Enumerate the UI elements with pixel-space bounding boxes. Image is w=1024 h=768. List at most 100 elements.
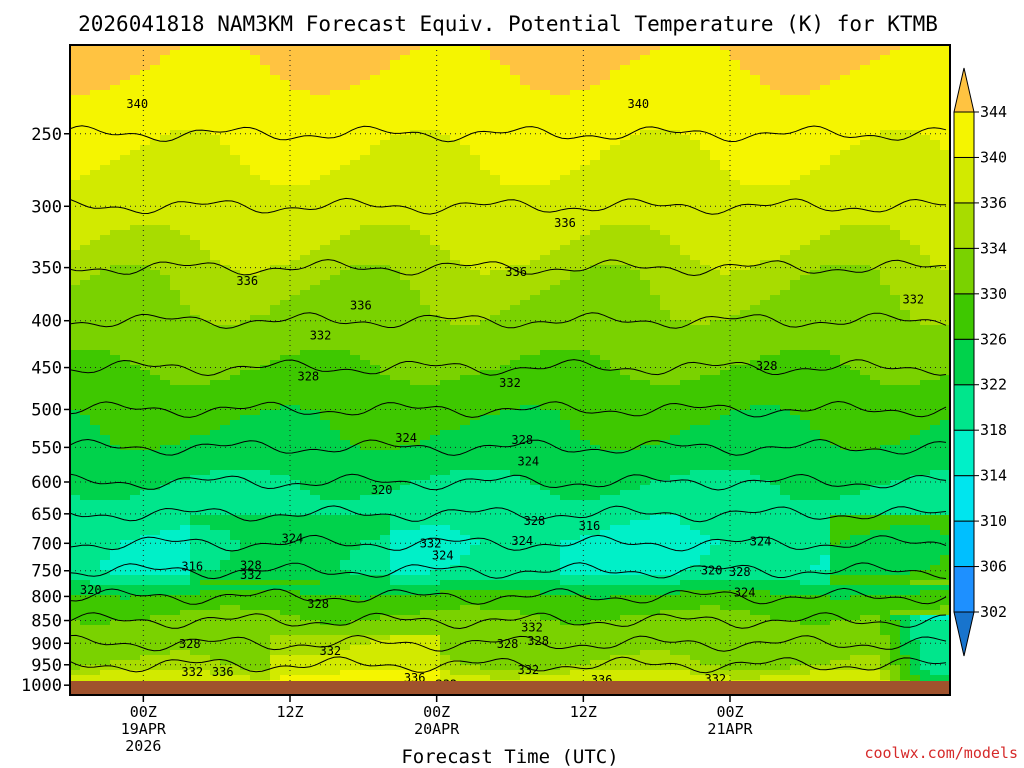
- colorbar-segment: [953, 429, 975, 477]
- y-tick-label: 650: [31, 505, 62, 525]
- colorbar-label: 314: [980, 467, 1007, 485]
- colorbar-segment: [953, 338, 975, 386]
- contour-label: 332: [420, 536, 442, 550]
- contour-label: 324: [282, 532, 304, 546]
- contour-label: 328: [297, 369, 319, 383]
- colorbar-segment: [953, 566, 975, 613]
- colorbar-under-arrow: [953, 611, 975, 657]
- contour-label: 328: [307, 597, 329, 611]
- colorbar-label: 330: [980, 285, 1007, 303]
- contour-label: 336: [505, 265, 527, 279]
- plot-frame: [69, 44, 951, 696]
- contour-label: 324: [511, 534, 533, 548]
- colorbar-segment: [953, 475, 975, 522]
- contour-line: [70, 312, 947, 329]
- contour-label: 316: [181, 559, 203, 573]
- y-tick-label: 550: [31, 438, 62, 458]
- contour-label: 328: [497, 637, 519, 651]
- contour-label: 332: [310, 328, 332, 342]
- contour-line: [70, 197, 946, 215]
- y-tick-label: 450: [31, 359, 62, 379]
- colorbar-label: 302: [980, 603, 1007, 621]
- y-tick-label: 700: [31, 534, 62, 554]
- contour-line: [70, 125, 947, 143]
- colorbar-label: 322: [980, 376, 1007, 394]
- contour-line: [70, 400, 947, 418]
- x-tick-label: 00Z: [130, 703, 157, 721]
- x-tick-label: 00Z: [423, 703, 450, 721]
- x-tick-label: 12Z: [570, 703, 597, 721]
- y-axis: 2503003504004505005506006507007508008509…: [21, 125, 70, 696]
- y-tick-label: 300: [31, 197, 62, 217]
- contour-label: 336: [350, 299, 372, 313]
- contour-line: [70, 612, 947, 630]
- colorbar-segment: [953, 202, 975, 249]
- colorbar-label: 318: [980, 421, 1007, 439]
- x-tick-label: 12Z: [276, 703, 303, 721]
- y-tick-label: 950: [31, 656, 62, 676]
- y-tick-label: 850: [31, 612, 62, 632]
- credit-link[interactable]: coolwx.com/models: [864, 744, 1018, 762]
- ground-surface: [70, 681, 950, 695]
- contour-label: 340: [627, 97, 649, 111]
- x-tick-label: 2026: [125, 737, 161, 755]
- contour-label: 336: [554, 216, 576, 230]
- colorbar-over-arrow: [953, 67, 975, 113]
- x-tick-label: 21APR: [707, 720, 753, 738]
- contour-line: [70, 259, 946, 277]
- colorbar-label: 310: [980, 512, 1007, 530]
- colorbar-label: 340: [980, 148, 1007, 166]
- contour-label: 320: [371, 483, 393, 497]
- colorbar-label: 326: [980, 330, 1007, 348]
- contour-label: 328: [524, 514, 546, 528]
- contour-line: [70, 534, 947, 552]
- contour-label: 332: [181, 665, 203, 679]
- chart-title: 2026041818 NAM3KM Forecast Equiv. Potent…: [78, 12, 938, 36]
- contour-label: 328: [179, 637, 201, 651]
- contour-label: 332: [499, 376, 521, 390]
- contour-line: [70, 656, 947, 674]
- x-tick-label: 00Z: [716, 703, 743, 721]
- y-tick-label: 400: [31, 312, 62, 332]
- contour-label: 324: [432, 549, 454, 563]
- contour-label: 332: [521, 620, 543, 634]
- contour-lines: [70, 125, 947, 674]
- contour-label: 336: [236, 274, 258, 288]
- contour-line: [70, 359, 947, 377]
- y-tick-label: 800: [31, 587, 62, 607]
- colorbar-segment: [953, 384, 975, 431]
- x-axis-label: Forecast Time (UTC): [401, 746, 618, 768]
- contour-label: 328: [729, 565, 751, 579]
- contour-label: 324: [750, 535, 772, 549]
- y-tick-label: 250: [31, 125, 62, 145]
- y-tick-label: 500: [31, 400, 62, 420]
- contour-line: [70, 438, 947, 456]
- contour-label: 324: [395, 431, 417, 445]
- colorbar: 302 306 310 314 318 322 326 330 334 336 340 344: [953, 67, 1007, 657]
- contour-label: 328: [511, 433, 533, 447]
- y-tick-label: 350: [31, 259, 62, 279]
- contour-label: 340: [126, 97, 148, 111]
- contour-label: 324: [517, 455, 539, 469]
- colorbar-label: 336: [980, 194, 1007, 212]
- y-tick-label: 750: [31, 562, 62, 582]
- colorbar-label: 306: [980, 558, 1007, 576]
- contour-label: 320: [80, 583, 102, 597]
- y-tick-label: 600: [31, 473, 62, 493]
- y-tick-label: 1000: [21, 676, 62, 696]
- contour-label: 332: [517, 663, 539, 677]
- y-tick-label: 900: [31, 634, 62, 654]
- colorbar-segment: [953, 247, 975, 295]
- contour-label: 328: [240, 558, 262, 572]
- contour-label: 332: [319, 644, 341, 658]
- contour-line: [70, 587, 947, 605]
- contour-label: 328: [527, 634, 549, 648]
- colorbar-segment: [953, 111, 975, 158]
- contour-label: 328: [756, 359, 778, 373]
- contour-line: [70, 505, 947, 523]
- x-tick-label: 19APR: [121, 720, 167, 738]
- colorbar-segment: [953, 520, 975, 568]
- contour-label: 324: [734, 585, 756, 599]
